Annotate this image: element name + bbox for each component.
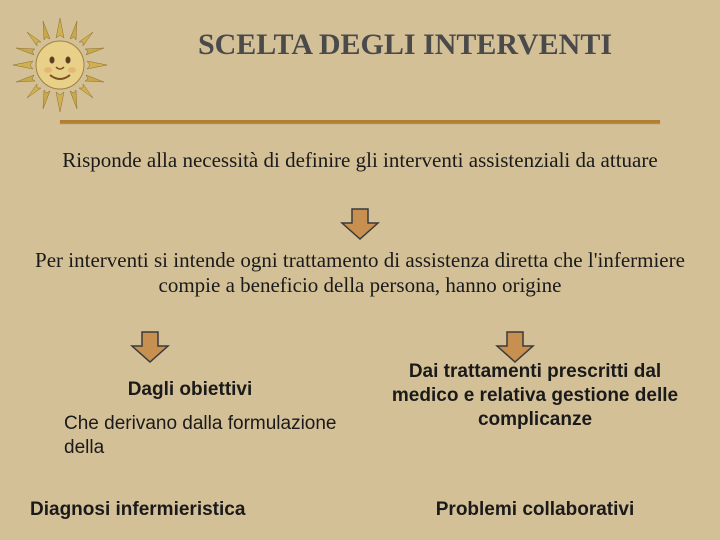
slide-title: SCELTA DEGLI INTERVENTI bbox=[120, 28, 690, 62]
left-heading: Dagli obiettivi bbox=[40, 378, 340, 402]
right-heading: Dai trattamenti prescritti dal medico e … bbox=[380, 360, 690, 431]
left-bottom-text: Diagnosi infermieristica bbox=[30, 498, 340, 522]
left-bottom: Diagnosi infermieristica bbox=[30, 498, 340, 522]
paragraph-1: Risponde alla necessità di definire gli … bbox=[10, 148, 710, 173]
left-column: Dagli obiettivi Che derivano dalla formu… bbox=[40, 378, 340, 459]
right-bottom: Problemi collaborativi bbox=[380, 498, 690, 522]
right-bottom-text: Problemi collaborativi bbox=[380, 498, 690, 522]
right-column: Dai trattamenti prescritti dal medico e … bbox=[380, 360, 690, 431]
sun-decoration-icon bbox=[10, 15, 110, 115]
arrow-down-icon bbox=[340, 207, 380, 246]
left-subtext: Che derivano dalla formulazione della bbox=[40, 412, 340, 460]
paragraph-2: Per interventi si intende ogni trattamen… bbox=[30, 248, 690, 298]
arrow-down-left-icon bbox=[130, 330, 170, 369]
title-underline bbox=[60, 120, 660, 123]
